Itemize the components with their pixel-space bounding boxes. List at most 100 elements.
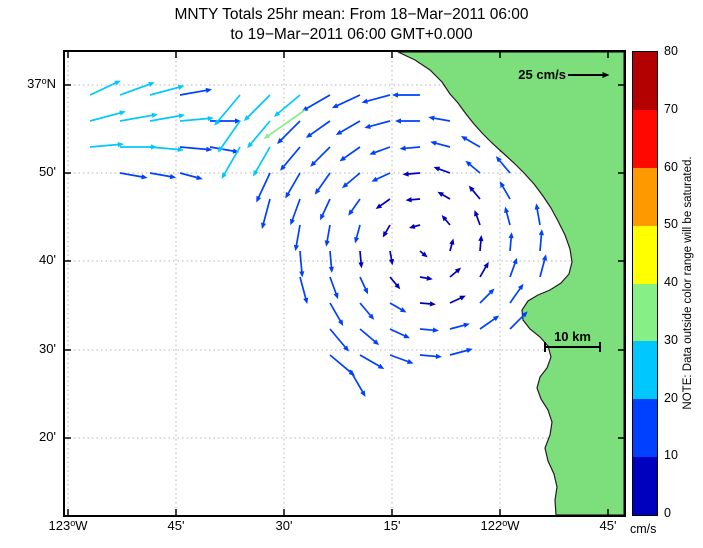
current-vector	[89, 81, 118, 96]
current-vector-head	[117, 141, 124, 148]
reference-arrow-label: 25 cm/s	[518, 67, 566, 82]
colorbar-tick-label: 60	[664, 159, 678, 174]
current-vector-head	[363, 287, 369, 295]
colorbar-band-0-10	[633, 457, 657, 515]
current-vector	[479, 265, 488, 278]
current-vector	[149, 146, 180, 151]
current-vector-head	[512, 257, 518, 265]
current-vector	[321, 198, 331, 217]
current-vector-head	[301, 105, 309, 112]
current-vector-head	[499, 181, 506, 188]
current-vector-head	[310, 160, 317, 167]
current-vector-head	[465, 160, 472, 167]
x-tick-label: 123oW	[48, 518, 88, 533]
colorbar-band-70-80	[633, 52, 657, 110]
current-vector	[509, 236, 513, 252]
current-vector	[368, 120, 391, 128]
current-vector	[335, 94, 361, 108]
current-vector-head	[521, 311, 528, 318]
current-vector-head	[333, 292, 339, 300]
current-vector-head	[449, 238, 455, 245]
current-vector-head	[460, 136, 468, 142]
current-vector	[216, 94, 241, 123]
current-vector	[222, 146, 241, 176]
current-vector-head	[454, 267, 462, 274]
current-vector	[449, 349, 469, 356]
current-vector-head	[343, 345, 349, 352]
colorbar-tick-label: 70	[664, 101, 678, 116]
current-vector-head	[392, 92, 398, 98]
current-vector	[349, 198, 361, 213]
y-tick-label: 40'	[39, 252, 56, 267]
current-vector	[219, 120, 241, 150]
current-vector	[329, 328, 347, 349]
current-vector	[282, 146, 301, 169]
current-vector	[257, 172, 271, 200]
current-vector-head	[432, 327, 439, 333]
current-vector	[464, 137, 481, 148]
current-vector-head	[483, 261, 489, 269]
chart-title-line-2: to 19−Mar−2011 06:00 GMT+0.000	[230, 26, 473, 43]
current-vector	[249, 120, 271, 146]
x-axis-tick-labels: 123oW 45' 30' 15' 122oW 45'	[0, 518, 703, 536]
current-vector-head	[517, 283, 524, 291]
current-vector	[372, 146, 391, 154]
map-plot	[65, 52, 624, 515]
current-vector-head	[437, 191, 444, 198]
x-tick-label: 15'	[383, 518, 401, 533]
current-vector-head	[354, 236, 360, 244]
current-vector	[536, 207, 541, 226]
current-vector-head	[382, 231, 389, 238]
current-vector	[326, 224, 331, 243]
current-vector-head	[299, 271, 305, 278]
current-vector-head	[148, 81, 155, 87]
current-vector	[276, 94, 301, 115]
current-vector-head	[178, 113, 185, 119]
current-vector-head	[371, 176, 378, 182]
current-vector	[119, 172, 144, 178]
current-vector-head	[261, 222, 267, 229]
current-vector	[329, 302, 342, 323]
current-vector-head	[324, 240, 330, 247]
current-vector-head	[361, 98, 368, 104]
colorbar-band-50-60	[633, 167, 657, 226]
y-tick-label: 30'	[39, 341, 56, 356]
current-vector	[365, 94, 391, 103]
current-vector	[179, 172, 199, 179]
current-vector	[509, 261, 517, 278]
current-vector-head	[221, 172, 227, 180]
current-vector-head	[285, 192, 291, 199]
current-vector	[449, 296, 463, 304]
colorbar-tick-label: 0	[664, 506, 671, 520]
current-vector-head	[364, 123, 371, 129]
current-vector-head	[151, 112, 158, 118]
y-axis-tick-labels: 37oN 50' 40' 30' 20'	[0, 0, 60, 548]
current-vector	[119, 82, 152, 96]
current-vector-head	[177, 84, 185, 90]
colorbar-band-30-40	[633, 283, 657, 342]
current-vector-head	[277, 137, 284, 144]
current-vector-head	[388, 258, 395, 266]
current-vector	[349, 369, 365, 394]
current-vector	[308, 120, 331, 137]
colorbar-tick-label: 30	[664, 332, 678, 347]
current-vector	[509, 313, 526, 330]
current-vector-head	[406, 359, 414, 364]
current-vector	[359, 328, 377, 344]
current-vector	[254, 146, 271, 174]
current-vector-head	[214, 119, 221, 126]
current-vector-head	[331, 103, 339, 109]
current-vector-head	[196, 175, 203, 181]
current-vector	[432, 117, 451, 122]
current-vector-head	[405, 197, 412, 203]
land-coastline	[397, 52, 624, 515]
current-vector-head	[402, 171, 409, 177]
current-vector	[419, 302, 432, 305]
x-tick-label: 30'	[275, 518, 293, 533]
current-vector	[149, 172, 173, 178]
current-vector-head	[426, 275, 433, 281]
colorbar-unit-label: cm/s	[630, 522, 657, 536]
current-vector	[468, 162, 481, 174]
current-vector-head	[169, 173, 177, 180]
current-vector-head	[441, 215, 448, 222]
